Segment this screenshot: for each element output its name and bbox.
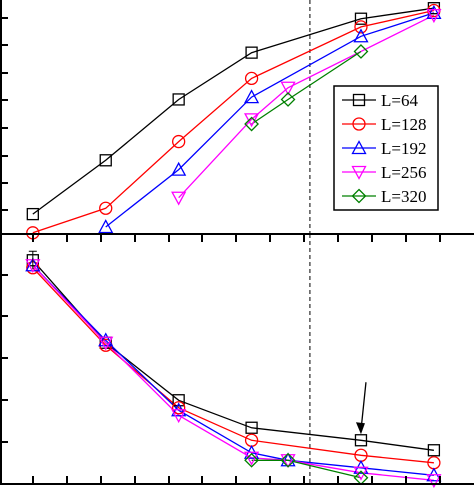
series-line-l-128 (32, 267, 434, 464)
data-point-l-256 (243, 113, 260, 128)
data-point-l-256 (243, 451, 260, 466)
data-point-l-64 (99, 154, 112, 167)
data-point-l-256 (353, 466, 369, 481)
data-point-l-256 (426, 474, 442, 488)
series-line-l-320 (251, 459, 362, 479)
data-point-l-192 (98, 219, 114, 234)
legend-label: L=192 (381, 139, 426, 158)
series-line-l-64 (32, 259, 434, 451)
series-line-l-192 (105, 12, 435, 228)
legend-label: L=256 (381, 163, 426, 182)
data-point-l-256 (171, 191, 187, 206)
data-point-l-320 (280, 92, 296, 107)
legend-marker (351, 165, 367, 180)
annotation-arrow-shaft (360, 382, 367, 431)
legend-label: L=128 (381, 115, 426, 134)
data-point-l-64 (172, 394, 185, 407)
data-point-l-128 (99, 201, 113, 215)
data-point-l-64 (354, 12, 368, 25)
data-point-l-320 (280, 452, 296, 468)
data-point-l-64 (172, 93, 185, 106)
legend-label: L=320 (381, 187, 426, 206)
series-line-l-128 (32, 9, 435, 234)
data-point-l-192 (426, 5, 442, 20)
series-line-l-256 (32, 264, 434, 481)
data-point-l-128 (172, 401, 186, 415)
legend: L=64 L=128 L=192 L=256 L=320 (333, 85, 439, 211)
bottom-panel (0, 234, 474, 488)
data-point-l-64 (245, 46, 258, 59)
data-point-l-192 (243, 89, 260, 104)
legend-marker (352, 117, 366, 131)
data-point-l-256 (98, 336, 114, 351)
series-line-l-64 (32, 7, 434, 215)
data-point-l-192 (98, 332, 114, 347)
data-point-l-128 (244, 71, 259, 86)
data-point-l-128 (354, 20, 368, 34)
data-point-l-256 (280, 454, 296, 469)
data-point-l-192 (353, 28, 369, 43)
annotation-arrow-head (355, 422, 365, 435)
data-point-l-64 (245, 421, 258, 434)
legend-marker (352, 93, 366, 107)
legend-marker (351, 188, 367, 204)
legend-marker (351, 140, 367, 155)
series-line-l-320 (251, 50, 362, 125)
data-point-l-192 (171, 161, 187, 176)
data-point-l-320 (244, 116, 260, 132)
data-point-l-64 (427, 444, 441, 457)
series-line-l-192 (32, 264, 434, 476)
data-point-l-256 (280, 81, 296, 96)
data-point-l-256 (171, 409, 187, 424)
data-point-l-256 (426, 9, 442, 24)
data-point-l-320 (353, 44, 369, 59)
data-point-l-64 (354, 434, 368, 447)
data-point-l-64 (26, 207, 39, 221)
data-point-l-320 (244, 452, 260, 468)
legend-label: L=64 (381, 91, 418, 110)
data-point-l-128 (172, 134, 186, 149)
